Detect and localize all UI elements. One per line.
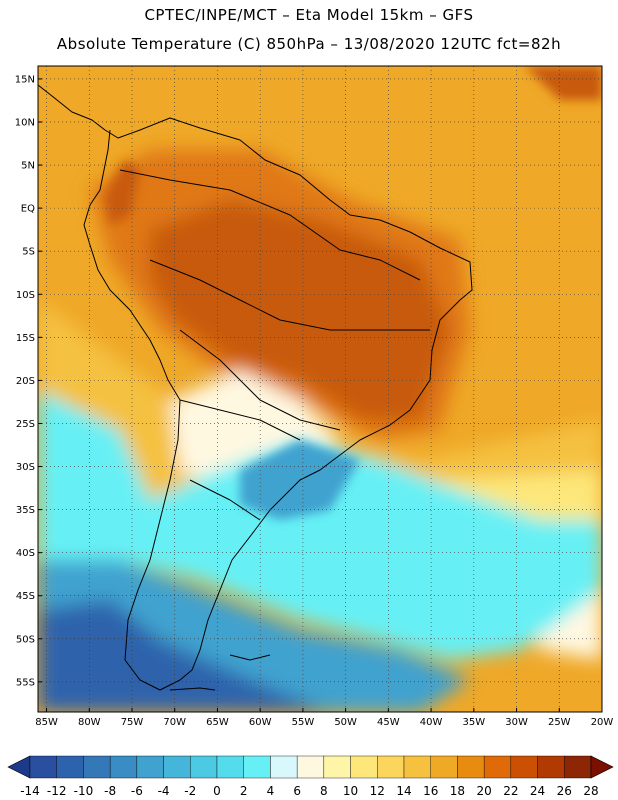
colorbar-label: 10 [343,784,358,798]
lon-tick-label: 70W [163,717,186,728]
colorbar-label: 16 [423,784,438,798]
title-line-2: Absolute Temperature (C) 850hPa – 13/08/… [56,35,562,53]
lon-tick-label: 20W [591,717,614,728]
latitude-axis: 15N 10N 5N EQ 5S 10S 15S 20S 25S 30S 35S 40S 45S 50S 5… [15,74,42,688]
colorbar-labels: -14 -12 -10 -8 -6 -4 -2 0 2 4 6 8 10 12 14 16 18 20 22 24 26… [20,784,598,798]
colorbar-label: -14 [20,784,40,798]
lon-tick-label: 30W [505,717,528,728]
colorbar-box [296,755,325,779]
colorbar-box [483,755,512,779]
colorbar-box [377,755,405,779]
colorbar-label: 6 [293,784,301,798]
falkland-islands [229,654,271,661]
temperature-field [38,66,602,712]
colorbar-box [403,755,431,779]
title-line-1: CPTEC/INPE/MCT – Eta Model 15km – GFS [144,6,474,24]
colorbar-box [83,755,111,779]
colorbar-label: 26 [557,784,572,798]
colorbar-box [323,755,351,779]
lon-tick-label: 35W [463,717,486,728]
south-america-coast [38,84,473,691]
colorbar-label: 12 [370,784,385,798]
tierra-del-fuego [169,687,216,691]
colorbar-boxes [29,755,592,779]
lon-tick-label: 55W [292,717,315,728]
colorbar-label: 4 [267,784,275,798]
lat-tick-label: 10S [16,290,35,301]
lon-tick-label: 75W [121,717,144,728]
colorbar-box [537,755,565,779]
lat-tick-label: 5S [22,247,35,258]
colorbar-low-arrow [7,755,31,779]
colorbar-label: -12 [47,784,67,798]
lat-tick-label: 40S [16,548,35,559]
lat-tick-label: 45S [16,591,35,602]
coastlines [38,84,473,691]
colorbar-box [564,755,592,779]
internal-border-4 [179,399,301,441]
colorbar-label: 28 [583,784,598,798]
lon-tick-label: 45W [377,717,400,728]
colorbar-label: 20 [477,784,492,798]
lat-tick-label: 20S [16,376,35,387]
colorbar-label: -2 [184,784,196,798]
colorbar-label: -4 [158,784,170,798]
colorbar-label: -10 [74,784,94,798]
colorbar-label: 0 [213,784,221,798]
lon-tick-label: 80W [78,717,101,728]
lat-tick-label: 10N [15,117,35,128]
lat-tick-label: 25S [16,419,35,430]
colorbar-box [216,755,244,779]
colorbar-box [136,755,164,779]
lat-tick-label: 35S [16,505,35,516]
colorbar: -14 -12 -10 -8 -6 -4 -2 0 2 4 6 8 10 12 14 16 18 20 22 24 26… [7,755,614,798]
internal-border-2 [149,259,430,331]
colorbar-box [430,755,458,779]
colorbar-label: 2 [240,784,248,798]
colorbar-label: -6 [131,784,143,798]
lon-tick-label: 65W [206,717,229,728]
andes-warm-spot [105,160,140,225]
lon-tick-label: 60W [249,717,272,728]
lon-tick-label: 50W [334,717,357,728]
lat-tick-label: 5N [21,161,35,172]
lat-tick-label: 50S [16,634,35,645]
colorbar-box [510,755,538,779]
colorbar-label: 8 [320,784,328,798]
lat-tick-label: EQ [21,204,35,215]
colorbar-label: -8 [104,784,116,798]
lat-tick-label: 15N [15,74,35,85]
internal-border-3 [179,329,341,431]
colorbar-box [270,755,298,779]
lon-tick-label: 25W [548,717,571,728]
cold-deep-field [38,600,330,712]
colorbar-box [163,755,191,779]
colorbar-label: 24 [530,784,545,798]
colorbar-box [350,755,378,779]
lat-tick-label: 30S [16,462,35,473]
internal-border-1 [119,169,421,281]
northeast-warm-spot [525,66,602,100]
colorbar-box [29,755,57,779]
colorbar-box [457,755,485,779]
lon-tick-label: 40W [420,717,443,728]
colorbar-box [243,755,271,779]
colorbar-box [190,755,218,779]
cold-light-field [38,390,602,660]
colorbar-label: 22 [503,784,518,798]
colorbar-label: 14 [396,784,411,798]
colorbar-high-arrow [590,755,614,779]
map-frame [37,65,603,713]
lon-tick-label: 85W [35,717,58,728]
land-hot-field [150,200,450,420]
colorbar-box [56,755,84,779]
colorbar-box [109,755,138,779]
colorbar-label: 18 [450,784,465,798]
longitude-axis: 85W 80W 75W 70W 65W 60W 55W 50W 45W 40W 35W 30W 25W 2… [35,708,613,728]
lat-tick-label: 15S [16,333,35,344]
lat-tick-label: 55S [16,677,35,688]
internal-border-5 [189,479,261,521]
